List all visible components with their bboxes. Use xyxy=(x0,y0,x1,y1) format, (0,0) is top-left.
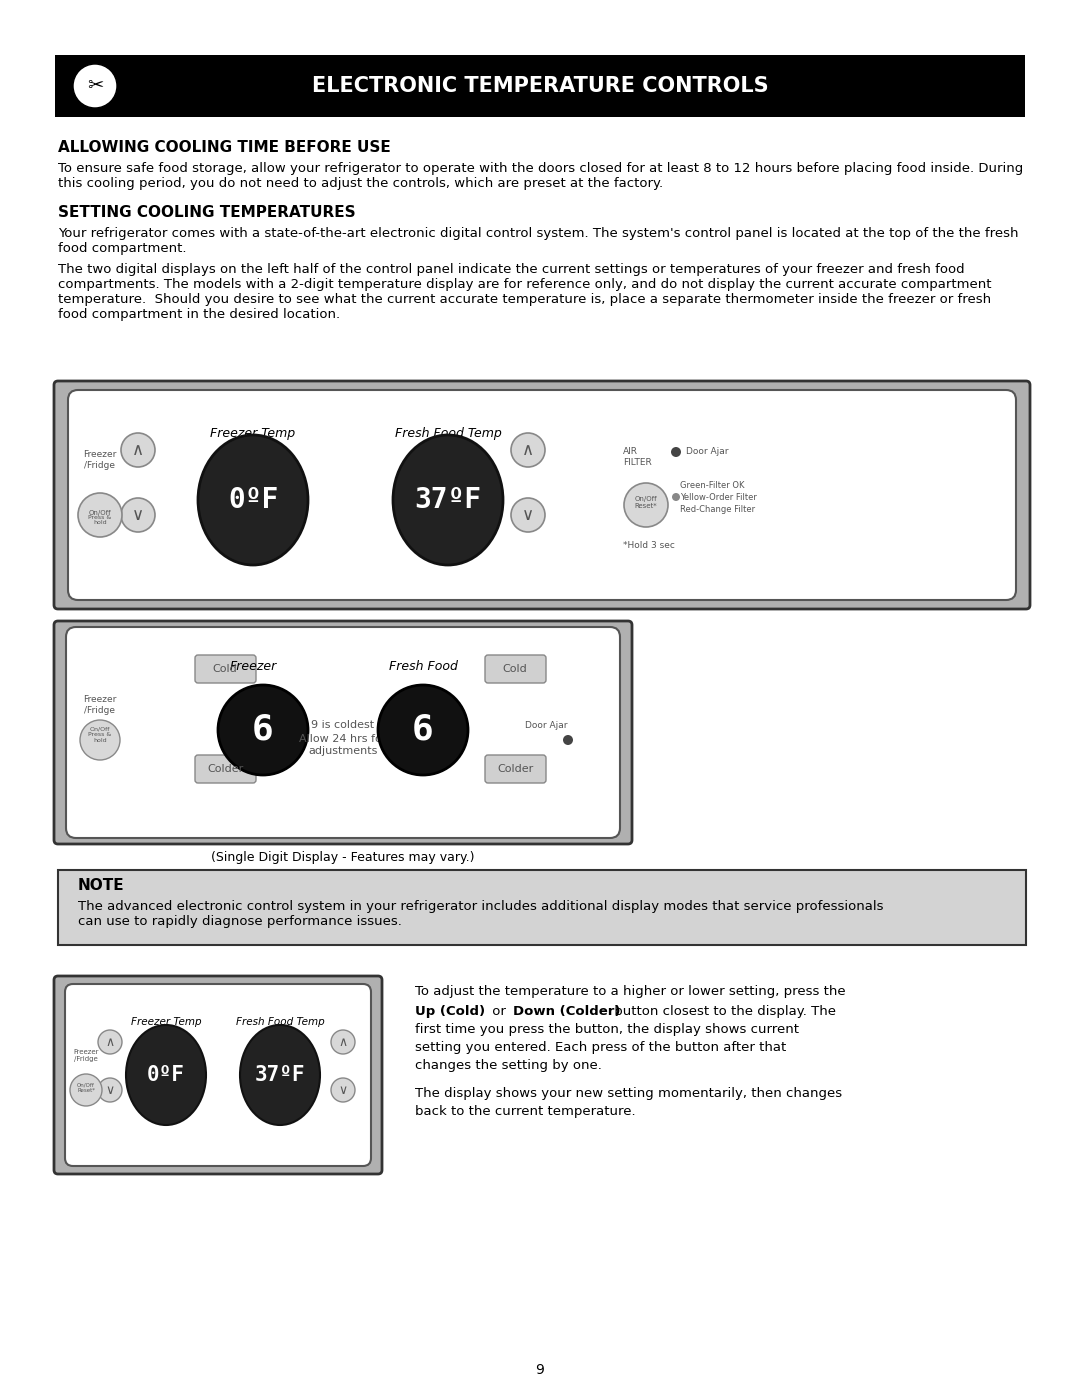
Text: ∨: ∨ xyxy=(106,1084,114,1097)
Text: Freezer
/Fridge: Freezer /Fridge xyxy=(83,696,117,715)
FancyBboxPatch shape xyxy=(54,622,632,844)
FancyBboxPatch shape xyxy=(68,390,1016,599)
Ellipse shape xyxy=(393,434,503,564)
Circle shape xyxy=(511,433,545,467)
Text: Your refrigerator comes with a state-of-the-art electronic digital control syste: Your refrigerator comes with a state-of-… xyxy=(58,226,1018,256)
Circle shape xyxy=(73,64,117,108)
Text: Allow 24 hrs for
adjustments: Allow 24 hrs for adjustments xyxy=(299,735,387,756)
Text: 37ºF: 37ºF xyxy=(255,1065,306,1085)
Text: 0ºF: 0ºF xyxy=(228,486,279,514)
Text: ∧: ∧ xyxy=(522,441,535,460)
Circle shape xyxy=(98,1078,122,1102)
FancyBboxPatch shape xyxy=(65,983,372,1166)
Text: The advanced electronic control system in your refrigerator includes additional : The advanced electronic control system i… xyxy=(78,900,883,928)
Text: ∧: ∧ xyxy=(106,1035,114,1049)
Text: 37ºF: 37ºF xyxy=(415,486,482,514)
FancyBboxPatch shape xyxy=(195,655,256,683)
Text: ✂: ✂ xyxy=(86,77,104,95)
Text: To adjust the temperature to a higher or lower setting, press the: To adjust the temperature to a higher or… xyxy=(415,985,846,997)
Text: ALLOWING COOLING TIME BEFORE USE: ALLOWING COOLING TIME BEFORE USE xyxy=(58,140,391,155)
FancyBboxPatch shape xyxy=(55,54,1025,117)
Text: On/Off
Press &
hold: On/Off Press & hold xyxy=(89,726,111,743)
Text: NOTE: NOTE xyxy=(78,877,124,893)
FancyBboxPatch shape xyxy=(54,977,382,1173)
Text: Door Ajar: Door Ajar xyxy=(686,447,729,457)
FancyBboxPatch shape xyxy=(58,870,1026,944)
Text: On/Off: On/Off xyxy=(89,510,111,515)
Text: Freezer Temp: Freezer Temp xyxy=(211,426,296,440)
Circle shape xyxy=(624,483,669,527)
Text: *Hold 3 sec: *Hold 3 sec xyxy=(623,541,675,549)
Text: 9 is coldest: 9 is coldest xyxy=(311,719,375,731)
Circle shape xyxy=(671,447,681,457)
Circle shape xyxy=(98,1030,122,1053)
Text: Cold: Cold xyxy=(213,664,238,673)
Circle shape xyxy=(378,685,468,775)
Text: ∨: ∨ xyxy=(132,506,144,524)
Circle shape xyxy=(330,1030,355,1053)
Text: Colder: Colder xyxy=(207,764,243,774)
Text: Freezer
/Fridge: Freezer /Fridge xyxy=(83,450,117,469)
Text: Cold: Cold xyxy=(502,664,527,673)
Text: Door Ajar: Door Ajar xyxy=(525,721,567,729)
Text: ∨: ∨ xyxy=(522,506,535,524)
Text: Fresh Food Temp: Fresh Food Temp xyxy=(394,426,501,440)
Text: 0ºF: 0ºF xyxy=(147,1065,185,1085)
Text: Red-Change Filter: Red-Change Filter xyxy=(680,504,755,514)
FancyBboxPatch shape xyxy=(195,754,256,782)
Text: To ensure safe food storage, allow your refrigerator to operate with the doors c: To ensure safe food storage, allow your … xyxy=(58,162,1023,190)
Ellipse shape xyxy=(198,434,308,564)
Text: Down (Colder): Down (Colder) xyxy=(513,1004,621,1018)
Text: On/Off
Reset*: On/Off Reset* xyxy=(77,1083,95,1094)
FancyBboxPatch shape xyxy=(485,655,546,683)
Text: ELECTRONIC TEMPERATURE CONTROLS: ELECTRONIC TEMPERATURE CONTROLS xyxy=(312,75,768,96)
Circle shape xyxy=(563,735,573,745)
Text: Colder: Colder xyxy=(497,764,534,774)
Text: AIR
FILTER: AIR FILTER xyxy=(623,447,651,467)
FancyBboxPatch shape xyxy=(54,381,1030,609)
Text: 6: 6 xyxy=(413,712,434,747)
Text: first time you press the button, the display shows current: first time you press the button, the dis… xyxy=(415,1023,799,1037)
Circle shape xyxy=(121,497,156,532)
FancyBboxPatch shape xyxy=(66,627,620,838)
Circle shape xyxy=(78,493,122,536)
Circle shape xyxy=(511,497,545,532)
Circle shape xyxy=(672,493,680,502)
Text: changes the setting by one.: changes the setting by one. xyxy=(415,1059,602,1071)
Text: Yellow-Order Filter: Yellow-Order Filter xyxy=(680,493,757,502)
Circle shape xyxy=(218,685,308,775)
FancyBboxPatch shape xyxy=(485,754,546,782)
Text: Fresh Food Temp: Fresh Food Temp xyxy=(235,1017,324,1027)
Text: The display shows your new setting momentarily, then changes: The display shows your new setting momen… xyxy=(415,1087,842,1099)
Circle shape xyxy=(70,1074,102,1106)
Text: SETTING COOLING TEMPERATURES: SETTING COOLING TEMPERATURES xyxy=(58,205,355,219)
Ellipse shape xyxy=(126,1025,206,1125)
Text: 9: 9 xyxy=(536,1363,544,1377)
Text: Up (Cold): Up (Cold) xyxy=(415,1004,485,1018)
Text: The two digital displays on the left half of the control panel indicate the curr: The two digital displays on the left hal… xyxy=(58,263,991,321)
Text: or: or xyxy=(488,1004,510,1018)
Text: Freezer Temp: Freezer Temp xyxy=(131,1017,201,1027)
Text: 6: 6 xyxy=(252,712,274,747)
Text: On/Off
Reset*: On/Off Reset* xyxy=(635,496,658,510)
Text: Freezer: Freezer xyxy=(229,661,276,673)
Circle shape xyxy=(330,1078,355,1102)
Text: ∧: ∧ xyxy=(338,1035,348,1049)
Circle shape xyxy=(121,433,156,467)
Text: button closest to the display. The: button closest to the display. The xyxy=(610,1004,836,1018)
Text: ∨: ∨ xyxy=(338,1084,348,1097)
Ellipse shape xyxy=(240,1025,320,1125)
Circle shape xyxy=(80,719,120,760)
Text: back to the current temperature.: back to the current temperature. xyxy=(415,1105,636,1118)
Text: Fresh Food: Fresh Food xyxy=(389,661,458,673)
Text: Freezer
/Fridge: Freezer /Fridge xyxy=(73,1049,98,1062)
Text: ∧: ∧ xyxy=(132,441,144,460)
Text: Green-Filter OK: Green-Filter OK xyxy=(680,481,744,489)
Text: setting you entered. Each press of the button after that: setting you entered. Each press of the b… xyxy=(415,1041,786,1053)
Text: (Single Digit Display - Features may vary.): (Single Digit Display - Features may var… xyxy=(212,852,475,865)
Text: Press &
hold: Press & hold xyxy=(89,514,111,525)
